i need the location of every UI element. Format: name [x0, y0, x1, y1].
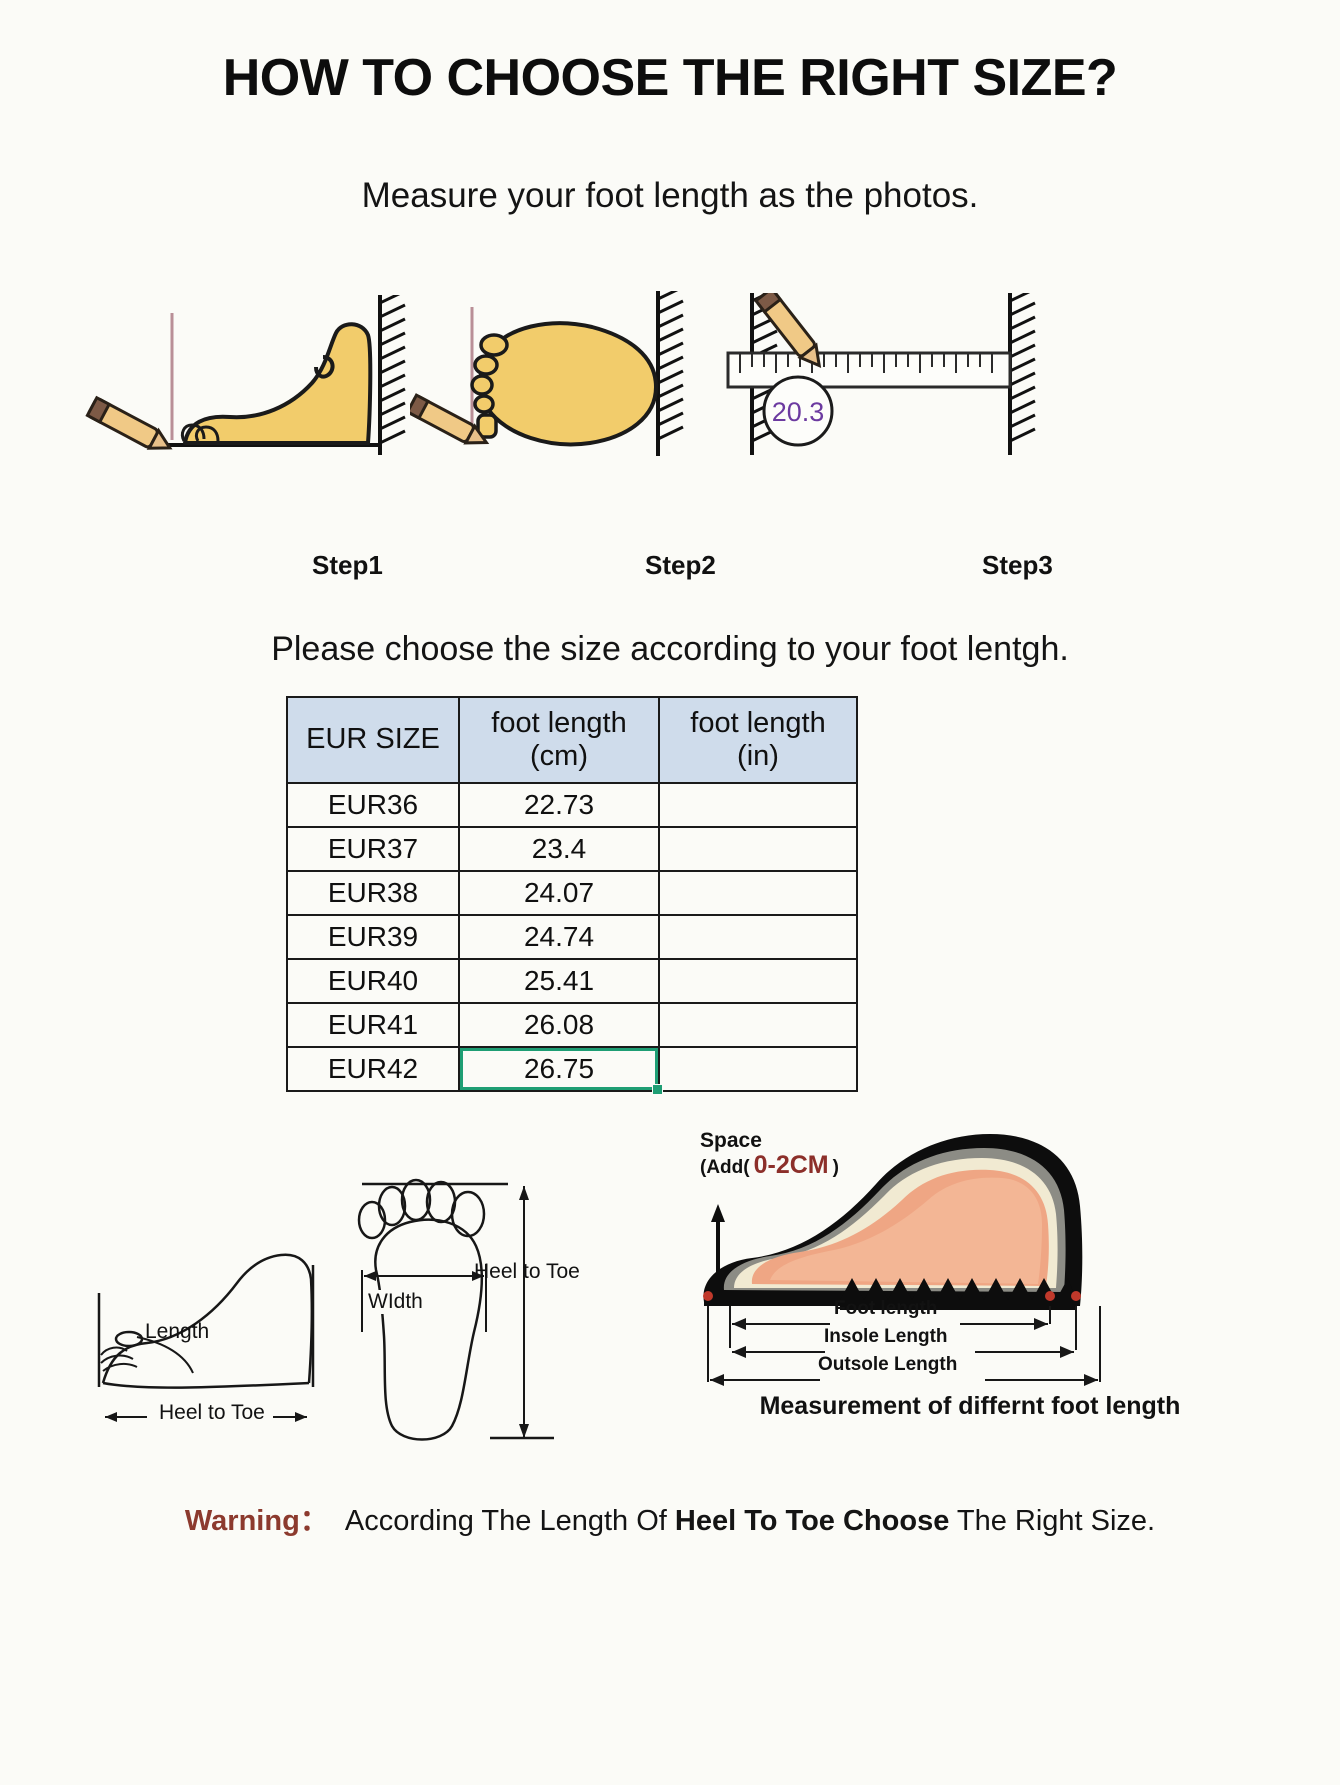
label-heel-to-toe-top: Heel to Toe — [474, 1260, 580, 1283]
header-line-1: foot length — [491, 706, 627, 739]
header-line-1: foot length — [690, 706, 826, 739]
cell-foot-length-cm[interactable]: 22.73 — [458, 782, 660, 828]
shoe-cross-section-diagram — [703, 1134, 1101, 1392]
cell-foot-length-in[interactable] — [658, 1002, 858, 1048]
label-foot-length: Foot length — [834, 1298, 938, 1319]
cell-foot-length-cm-selected[interactable]: 26.75 — [458, 1046, 664, 1096]
cell-foot-length-cm[interactable]: 23.4 — [458, 826, 660, 872]
cell-foot-length-in[interactable] — [658, 1046, 858, 1092]
page-title: HOW TO CHOOSE THE RIGHT SIZE? — [222, 49, 1118, 107]
step3-label: Step3 — [982, 550, 1053, 580]
cell-foot-length-cm[interactable]: 26.08 — [458, 1002, 660, 1048]
label-outsole-length: Outsole Length — [818, 1354, 958, 1375]
warning-bold-part: Heel To Toe Choose — [674, 1505, 950, 1537]
cell-foot-length-cm[interactable]: 24.07 — [458, 870, 660, 916]
cell-eur-size[interactable]: EUR39 — [286, 914, 460, 960]
warning-keyword: Warning： — [184, 1505, 329, 1537]
measurement-bubble-value: 20.3 — [772, 397, 825, 427]
space-suffix: ) — [832, 1157, 839, 1179]
step1-illustration — [85, 295, 406, 455]
column-header-eur-size: EUR SIZE — [286, 696, 460, 784]
step-illustrations: 20.3 — [60, 285, 1100, 500]
label-length: Length — [145, 1320, 210, 1343]
cell-foot-length-in[interactable] — [658, 782, 858, 828]
shoe-diagram-caption: Measurement of differnt foot length — [759, 1392, 1181, 1420]
foot-side-view-diagram — [97, 1253, 315, 1429]
size-chart-table: EUR SIZE foot length (cm) foot length (i… — [286, 696, 858, 1096]
subtitle-choose: Please choose the size according to your… — [271, 630, 1069, 668]
pencil-icon — [753, 293, 822, 368]
header-line-2: (cm) — [530, 740, 588, 772]
pencil-icon — [85, 395, 173, 450]
table-row[interactable]: EUR42 26.75 — [286, 1046, 858, 1096]
cell-foot-length-cm[interactable]: 25.41 — [458, 958, 660, 1004]
foot-measurement-diagrams: Length Heel to Toe WIdth Heel to Toe — [0, 1120, 1340, 1450]
cell-foot-length-in[interactable] — [658, 958, 858, 1004]
step1-label: Step1 — [312, 550, 383, 580]
pencil-icon — [410, 393, 490, 445]
header-line-1: EUR SIZE — [306, 723, 440, 756]
header-line-2: (in) — [737, 740, 779, 772]
cell-foot-length-in[interactable] — [658, 914, 858, 960]
label-insole-length: Insole Length — [824, 1326, 948, 1347]
cell-eur-size[interactable]: EUR38 — [286, 870, 460, 916]
cell-foot-length-in[interactable] — [658, 826, 858, 872]
table-row[interactable]: EUR36 22.73 — [286, 782, 858, 828]
step2-label: Step2 — [645, 550, 716, 580]
cell-foot-length-cm[interactable]: 24.74 — [458, 914, 660, 960]
cell-eur-size[interactable]: EUR42 — [286, 1046, 460, 1092]
table-row[interactable]: EUR41 26.08 — [286, 1002, 858, 1048]
subtitle-measure: Measure your foot length as the photos. — [361, 176, 979, 215]
cell-eur-size[interactable]: EUR36 — [286, 782, 460, 828]
space-value: 0-2CM — [753, 1151, 829, 1180]
warning-text-before: According The Length Of — [344, 1505, 675, 1537]
space-label-group: Space (Add(0-2CM) — [700, 1129, 839, 1180]
warning-text-after: The Right Size. — [949, 1505, 1156, 1537]
label-heel-to-toe-side: Heel to Toe — [159, 1401, 265, 1424]
table-row[interactable]: EUR38 24.07 — [286, 870, 858, 916]
table-row[interactable]: EUR37 23.4 — [286, 826, 858, 872]
size-chart-table-wrapper: EUR SIZE foot length (cm) foot length (i… — [286, 696, 858, 1096]
column-header-foot-length-in: foot length (in) — [658, 696, 858, 784]
cell-eur-size[interactable]: EUR37 — [286, 826, 460, 872]
space-add-prefix: (Add( — [700, 1157, 750, 1179]
warning-text: Warning： According The Length Of Heel To… — [0, 1497, 1340, 1539]
step-labels: Step1 Step2 Step3 — [0, 550, 1340, 590]
cell-eur-size[interactable]: EUR40 — [286, 958, 460, 1004]
label-width: WIdth — [365, 1290, 426, 1314]
step2-illustration — [410, 291, 684, 456]
cell-eur-size[interactable]: EUR41 — [286, 1002, 460, 1048]
space-label: Space — [700, 1129, 762, 1152]
cell-foot-length-in[interactable] — [658, 870, 858, 916]
step3-illustration: 20.3 — [726, 293, 1036, 455]
table-header-row: EUR SIZE foot length (cm) foot length (i… — [286, 696, 858, 784]
foot-top-view-diagram — [357, 1178, 554, 1441]
table-row[interactable]: EUR39 24.74 — [286, 914, 858, 960]
column-header-foot-length-cm: foot length (cm) — [458, 696, 660, 784]
table-row[interactable]: EUR40 25.41 — [286, 958, 858, 1004]
